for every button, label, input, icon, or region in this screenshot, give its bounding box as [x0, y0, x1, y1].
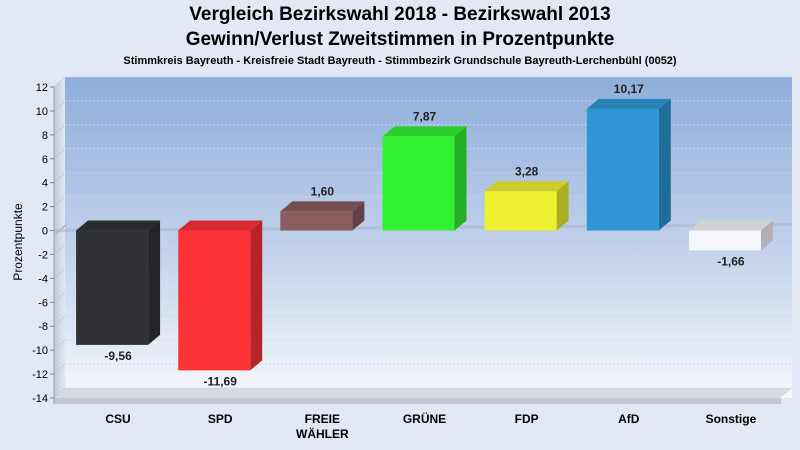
- gridline-wall: [53, 124, 66, 136]
- y-tick-label: 2: [42, 202, 48, 214]
- chart-subtitle: Stimmkreis Bayreuth - Kreisfreie Stadt B…: [123, 55, 677, 67]
- x-category-label: WÄHLER: [296, 426, 349, 441]
- bar-top: [688, 220, 773, 231]
- y-tick-label: -6: [38, 297, 48, 309]
- gridline-wall: [53, 196, 66, 207]
- bar-front: [280, 211, 353, 231]
- gridline-wall: [53, 76, 66, 88]
- data-label: -11,69: [204, 374, 238, 388]
- bar: [280, 201, 365, 231]
- gridline-wall: [53, 172, 66, 184]
- y-tick-label: 8: [42, 130, 48, 142]
- bar: [76, 220, 161, 345]
- bar: [688, 220, 773, 251]
- y-tick-label: -2: [38, 249, 48, 261]
- y-tick-label: -10: [32, 345, 48, 357]
- bar-front: [688, 230, 761, 251]
- data-label: 10,17: [614, 82, 644, 96]
- gridline-wall: [53, 244, 66, 255]
- gridline-wall: [53, 100, 66, 112]
- gridline-wall: [53, 315, 66, 327]
- bar-side: [352, 201, 365, 231]
- x-category-label: AfD: [618, 412, 640, 426]
- bar-top: [76, 220, 161, 231]
- bars: [76, 98, 773, 371]
- y-tick-label: 10: [36, 106, 48, 118]
- data-label: -9,56: [104, 349, 132, 363]
- bar-side: [454, 126, 467, 231]
- chart-title-line2: Gewinn/Verlust Zweitstimmen in Prozentpu…: [185, 29, 615, 50]
- bar: [586, 98, 671, 231]
- bar-front: [586, 108, 659, 231]
- gridline-wall: [53, 148, 66, 160]
- gridline-wall: [53, 387, 66, 399]
- y-tick-label: 0: [42, 226, 48, 238]
- data-label: 7,87: [413, 109, 437, 123]
- plot-area: [53, 77, 792, 404]
- gridline-wall: [53, 291, 66, 303]
- bar-top: [586, 98, 671, 109]
- x-category-label: SPD: [208, 412, 233, 426]
- bar-side: [250, 220, 263, 371]
- y-axis-ticks: 12 10 8 6 4 2 0 -2 -4 -6 -8 -10 -12 -14: [32, 82, 54, 405]
- x-category-label: GRÜNE: [403, 411, 446, 426]
- x-category-label: Sonstige: [706, 412, 757, 426]
- bar-side: [556, 181, 569, 231]
- bar-side: [148, 220, 161, 345]
- gridline-wall: [53, 363, 66, 375]
- x-category-label: CSU: [105, 412, 130, 426]
- bar-top: [178, 220, 263, 231]
- y-tick-label: -4: [38, 273, 48, 285]
- x-category-label: FREIE: [305, 412, 340, 426]
- bar: [382, 126, 467, 231]
- bar-side: [760, 220, 773, 251]
- gridline-wall: [53, 339, 66, 351]
- data-label: -1,66: [717, 254, 745, 268]
- gridline-wall: [53, 268, 66, 279]
- plot-floor: [54, 388, 792, 398]
- bar-front: [178, 230, 251, 371]
- x-category-label: FDP: [515, 412, 539, 426]
- y-tick-label: -14: [32, 393, 48, 405]
- plot-side-wall: [54, 77, 65, 398]
- bar: [484, 181, 569, 231]
- bar-front: [382, 136, 455, 231]
- bar: [178, 220, 263, 371]
- y-tick-label: 12: [36, 82, 48, 94]
- bar-top: [280, 201, 365, 212]
- plot-floor-edge: [54, 398, 781, 404]
- bar-front: [484, 191, 557, 231]
- bar-front: [76, 230, 149, 345]
- y-tick-label: 6: [42, 154, 48, 166]
- bar-top: [382, 126, 467, 137]
- chart-title: Vergleich Bezirkswahl 2018 - Bezirkswahl…: [189, 4, 611, 25]
- data-label: 3,28: [515, 164, 539, 178]
- data-label: 1,60: [311, 184, 335, 198]
- y-tick-label: -8: [38, 321, 48, 333]
- bar-top: [484, 181, 569, 192]
- y-tick-label: -12: [32, 369, 48, 381]
- y-tick-label: 4: [42, 178, 48, 190]
- bar-side: [658, 98, 671, 231]
- y-axis-label: Prozentpunkte: [11, 203, 25, 281]
- data-labels: -9,56 -11,69 1,60 7,87 3,28 10,17 -1,66: [104, 82, 745, 388]
